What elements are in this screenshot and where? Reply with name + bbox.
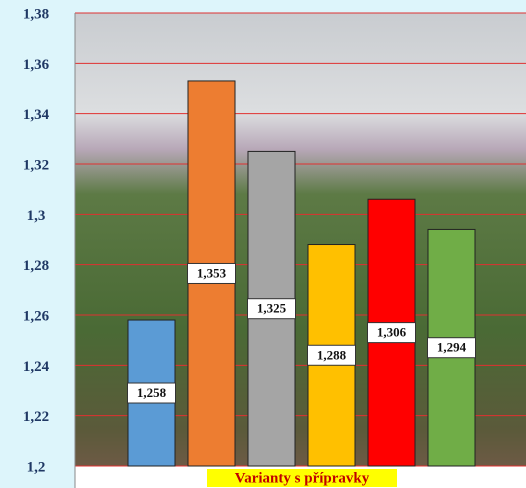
value-label: 1,325: [257, 301, 287, 316]
y-tick-label: 1,28: [23, 258, 49, 274]
value-label-box: [187, 262, 236, 284]
value-label: 1,294: [437, 340, 467, 355]
y-tick-label: 1,38: [23, 6, 49, 22]
value-label: 1,306: [377, 325, 407, 340]
y-tick-label: 1,32: [23, 157, 49, 173]
value-label: 1,288: [317, 347, 347, 362]
x-axis-title: Varianty s přípravky: [235, 470, 370, 486]
y-tick-label: 1,34: [23, 107, 50, 123]
y-tick-label: 1,2: [27, 459, 46, 475]
y-tick-label: 1,36: [23, 57, 50, 73]
value-label-box: [247, 298, 296, 320]
x-label-highlight: [207, 469, 397, 487]
value-label-box: [127, 382, 176, 404]
y-tick-label: 1,22: [23, 409, 49, 425]
value-label-box: [367, 322, 416, 344]
y-tick-label: 1,24: [23, 359, 50, 375]
value-label-box: [427, 337, 476, 359]
y-tick-label: 1,26: [23, 308, 50, 324]
value-label-box: [307, 344, 356, 366]
value-label: 1,353: [197, 265, 227, 280]
value-label: 1,258: [137, 385, 167, 400]
y-tick-label: 1,3: [27, 208, 46, 224]
